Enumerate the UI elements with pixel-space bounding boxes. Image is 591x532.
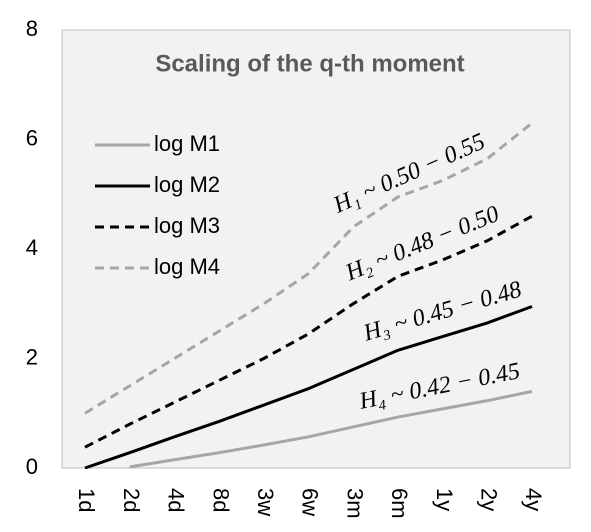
- plot-area: [61, 29, 571, 469]
- x-tick-label: 1d: [74, 488, 99, 512]
- legend-label: log M4: [154, 254, 220, 279]
- x-tick-label: 4y: [521, 488, 546, 511]
- x-tick-label: 1y: [432, 488, 457, 511]
- legend-label: log M3: [154, 213, 220, 238]
- y-tick-label: 8: [26, 16, 38, 41]
- x-tick-label: 6m: [387, 488, 412, 519]
- y-tick-label: 2: [26, 344, 38, 369]
- x-tick-label: 6w: [298, 488, 323, 516]
- x-tick-label: 3w: [253, 488, 278, 516]
- x-tick-label: 2d: [119, 488, 144, 512]
- line-series: [84, 214, 533, 449]
- chart-title: Scaling of the q-th moment: [155, 50, 464, 77]
- legend-label: log M1: [154, 131, 220, 156]
- y-tick-label: 6: [26, 125, 38, 150]
- x-tick-label: 8d: [208, 488, 233, 512]
- line-series: [84, 121, 533, 415]
- x-tick-label: 4d: [164, 488, 189, 512]
- x-tick-label: 3m: [342, 488, 367, 519]
- line-series: [129, 389, 533, 469]
- x-tick-label: 2y: [476, 488, 501, 511]
- legend-label: log M2: [154, 172, 220, 197]
- line-series: [84, 305, 533, 470]
- y-tick-label: 4: [26, 235, 38, 260]
- y-tick-label: 0: [26, 454, 38, 479]
